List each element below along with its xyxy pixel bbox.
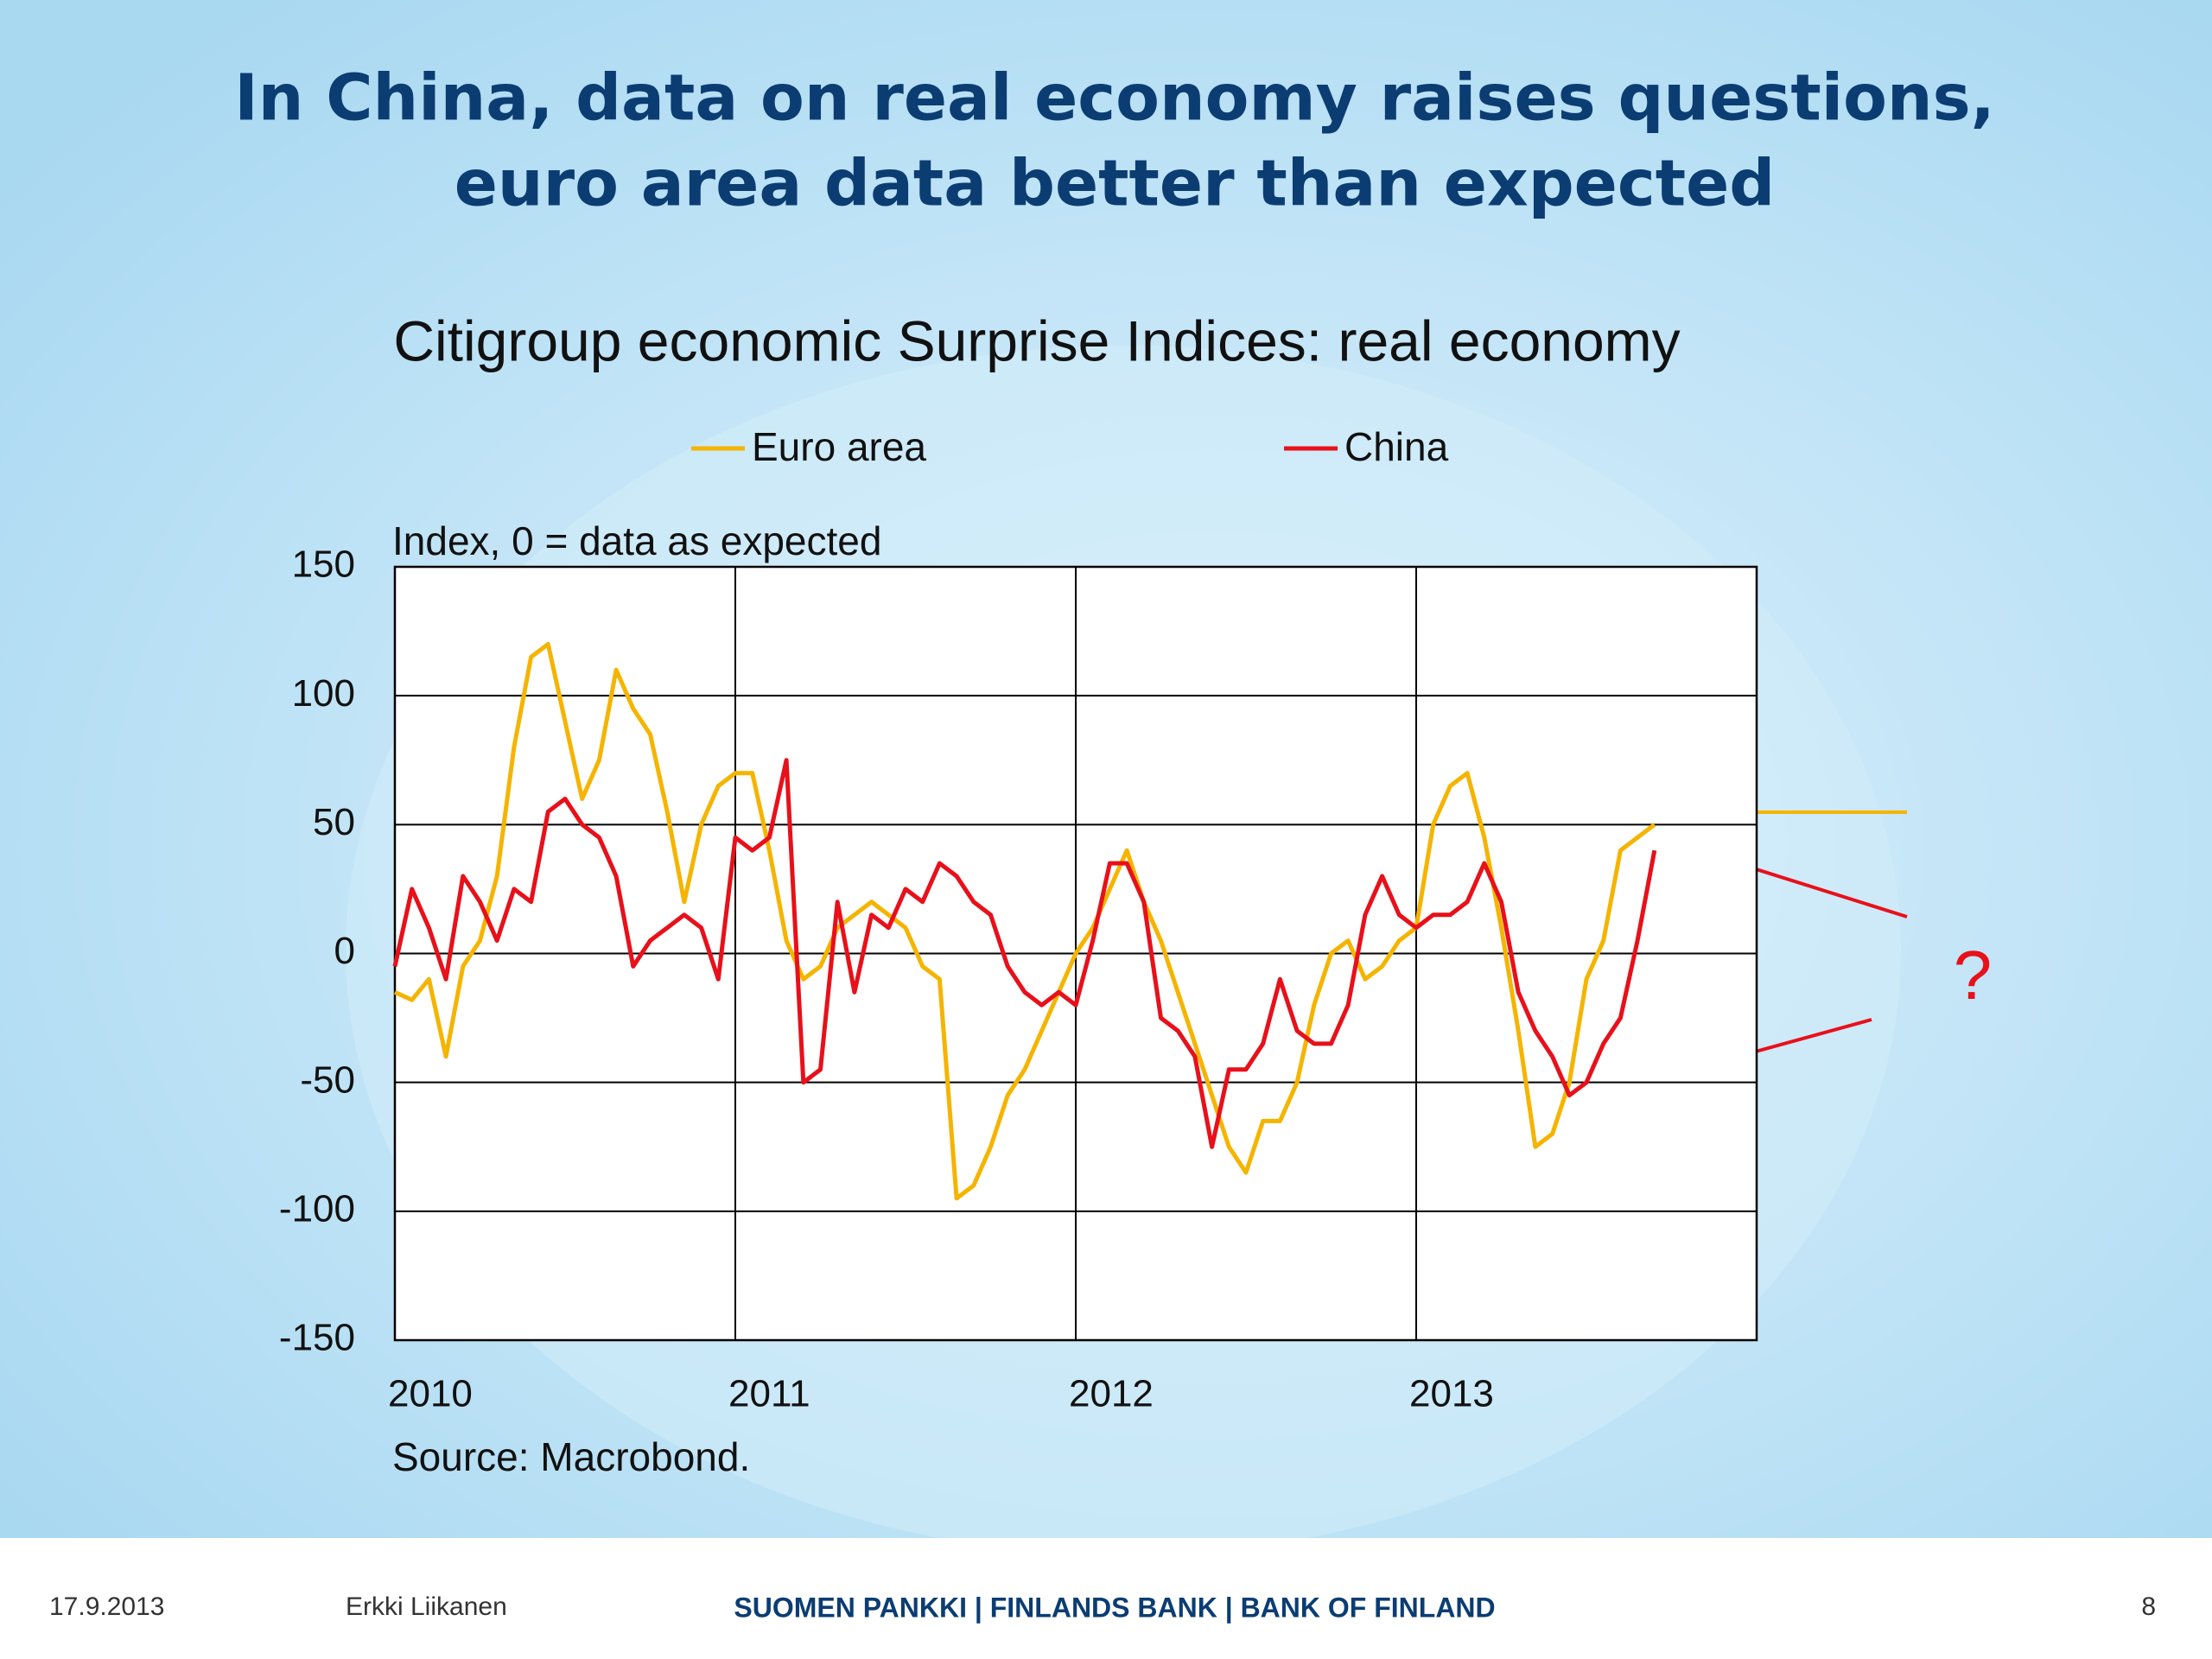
footer-page: 8 xyxy=(2141,1592,2156,1621)
x-tick-label: 2013 xyxy=(1409,1373,1494,1415)
y-tick-label: -50 xyxy=(300,1058,355,1101)
x-tick-label: 2012 xyxy=(1069,1373,1154,1415)
y-tick-label: 150 xyxy=(292,543,355,586)
footer-band xyxy=(0,1538,2212,1659)
slide-title: In China, data on real economy raises qu… xyxy=(234,61,1995,136)
legend-label: Euro area xyxy=(752,424,926,469)
y-tick-label: 0 xyxy=(334,930,355,972)
chart-title: Citigroup economic Surprise Indices: rea… xyxy=(393,308,1680,372)
slide-title: euro area data better than expected xyxy=(454,147,1776,221)
y-tick-label: -150 xyxy=(279,1317,355,1359)
source: Source: Macrobond. xyxy=(392,1434,750,1479)
x-tick-label: 2011 xyxy=(728,1373,810,1415)
line-series xyxy=(392,758,1657,1149)
x-tick-label: 2010 xyxy=(388,1373,473,1415)
footer-author: Erkki Liikanen xyxy=(346,1592,507,1621)
annotation: ? xyxy=(1954,937,1993,1014)
footer-organization: SUOMEN PANKKI | FINLANDS BANK | BANK OF … xyxy=(734,1592,1495,1623)
y-tick-label: -100 xyxy=(279,1187,355,1230)
legend-label: China xyxy=(1344,424,1449,469)
y-tick-label: 50 xyxy=(313,801,355,843)
line-series xyxy=(393,642,1656,1201)
footer-date: 17.9.2013 xyxy=(49,1592,164,1621)
y-axis-label: Index, 0 = data as expected xyxy=(392,518,881,563)
plot-frame xyxy=(393,565,1758,1342)
y-tick-label: 100 xyxy=(292,672,355,715)
